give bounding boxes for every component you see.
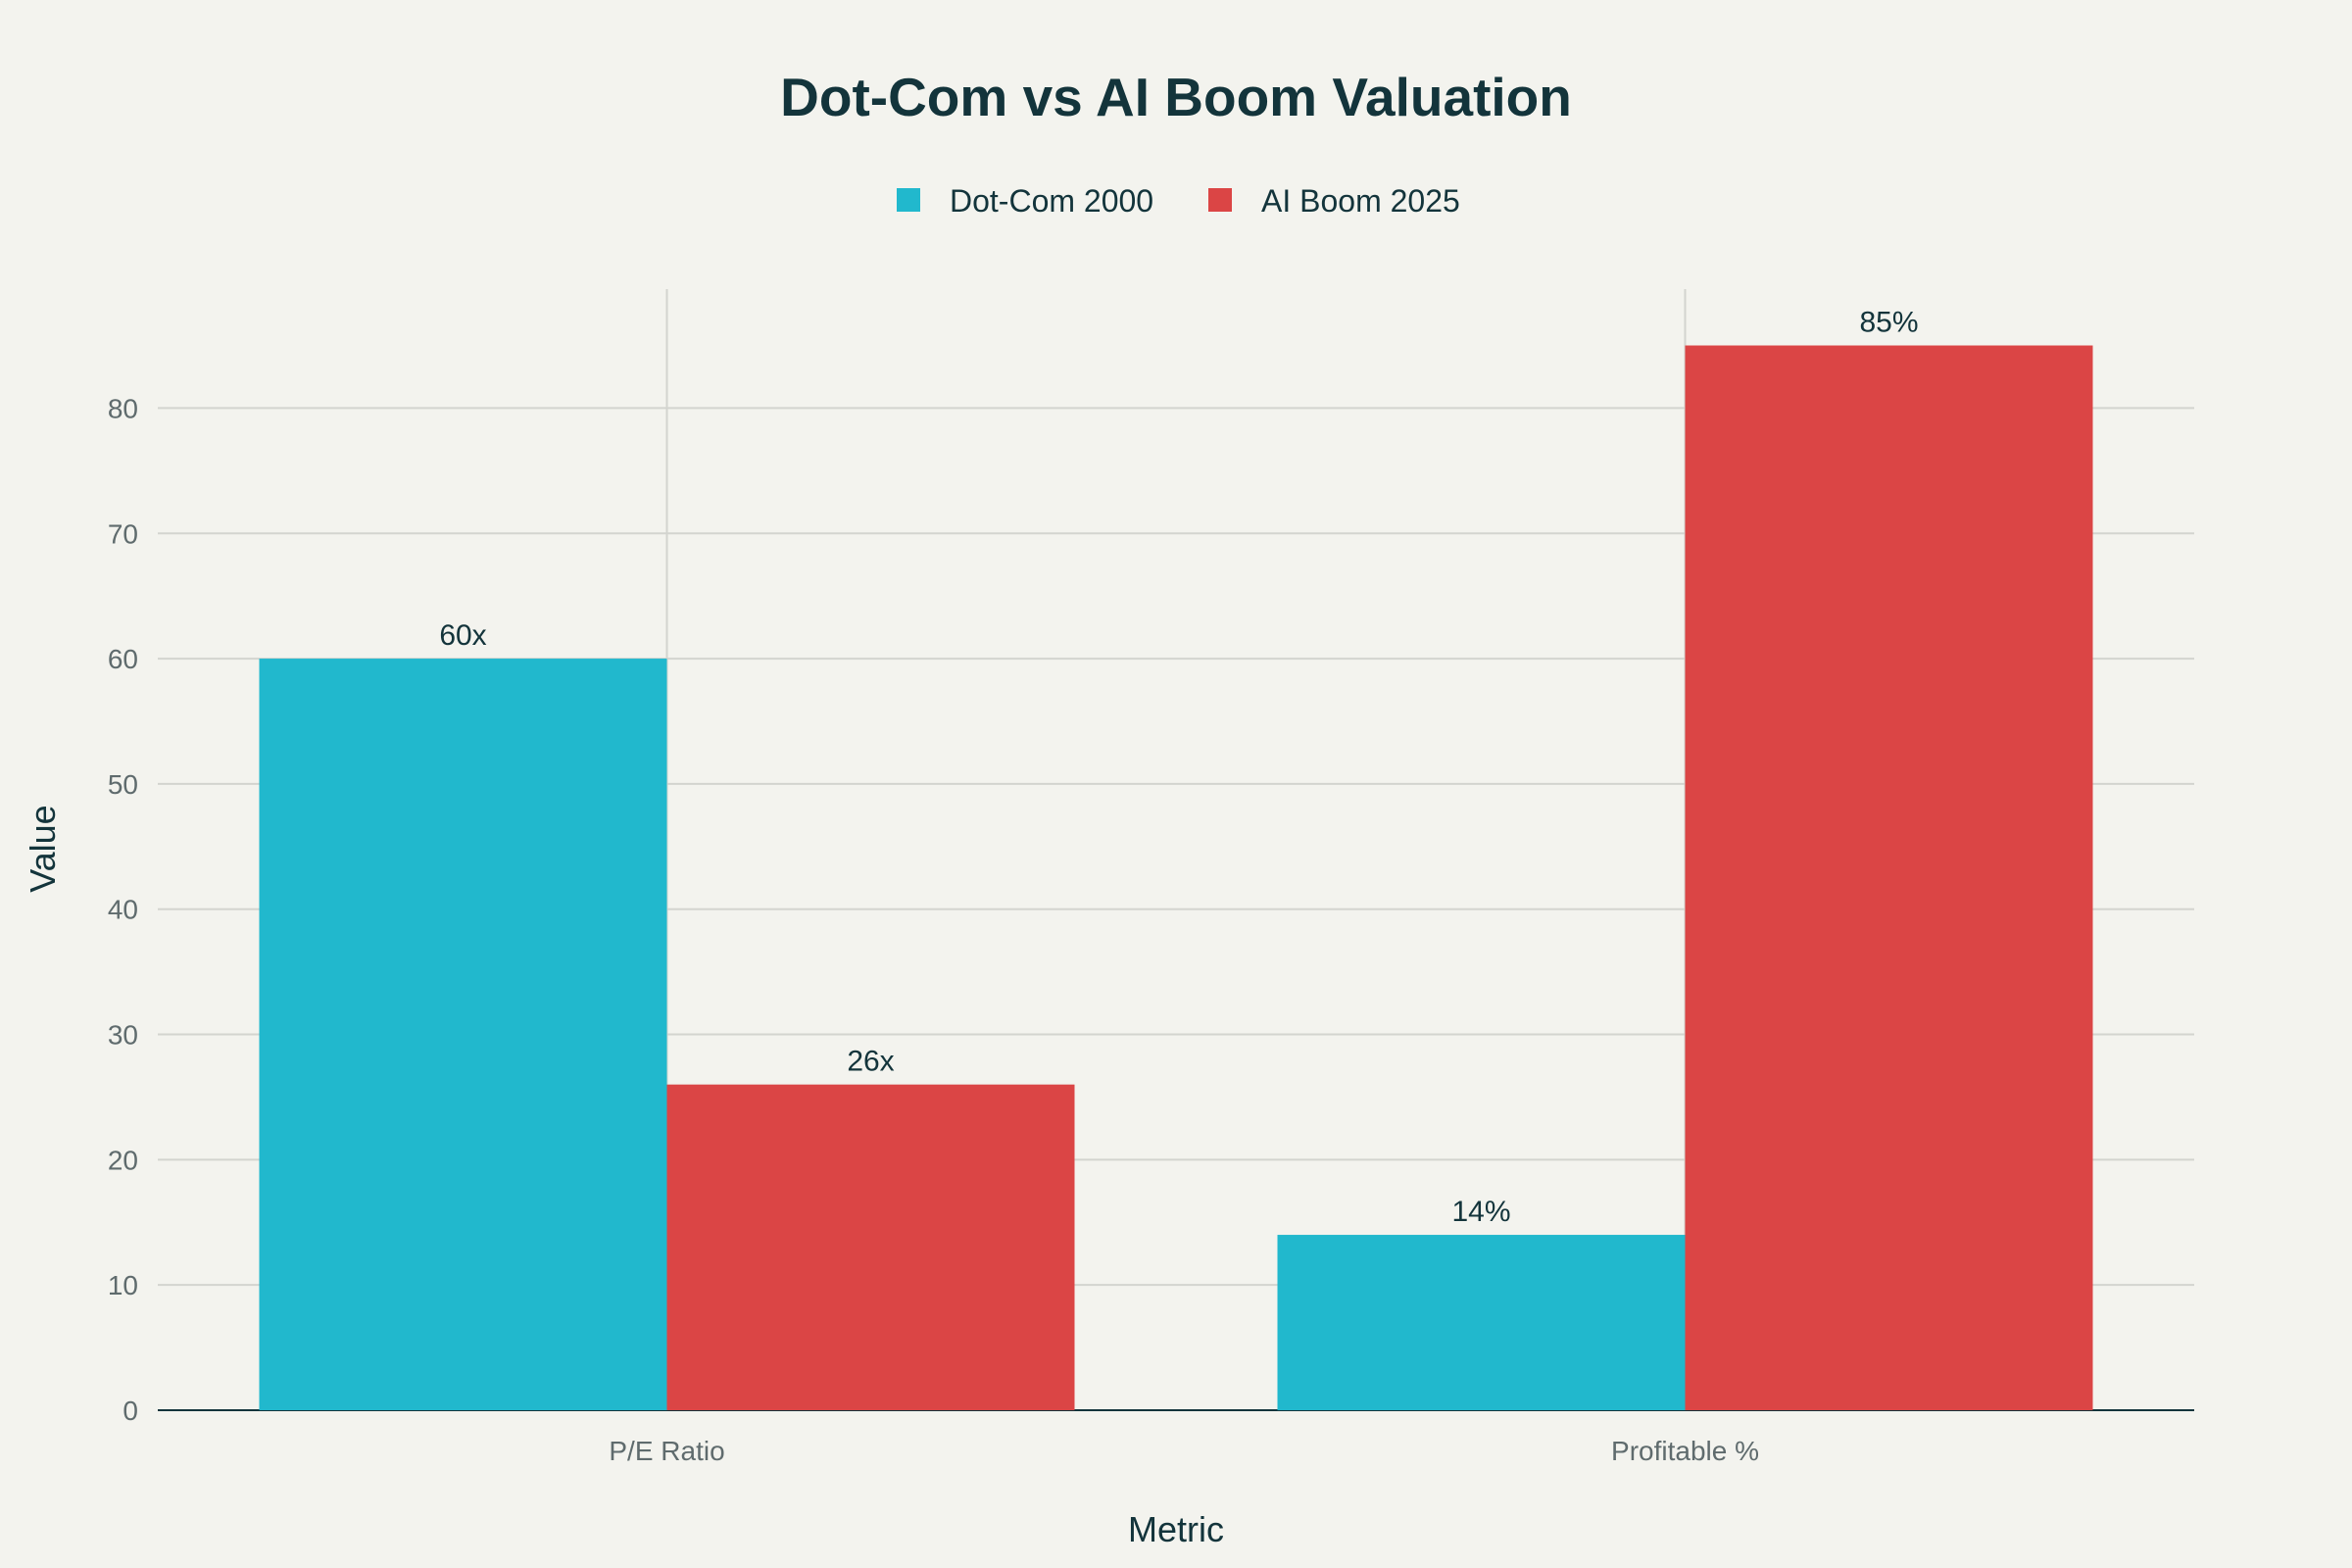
y-tick-label: 30 — [108, 1020, 138, 1051]
y-tick-label: 60 — [108, 644, 138, 674]
data-label: 26x — [847, 1046, 894, 1078]
bar — [259, 659, 667, 1410]
bar — [1277, 1235, 1686, 1410]
y-tick-label: 50 — [108, 769, 138, 800]
legend-label: AI Boom 2025 — [1261, 183, 1460, 219]
x-axis-title: Metric — [1128, 1509, 1224, 1549]
data-label: 85% — [1859, 307, 1918, 339]
x-tick-label: Profitable % — [1611, 1436, 1759, 1466]
legend: Dot-Com 2000 AI Boom 2025 — [897, 183, 1460, 219]
chart-title: Dot-Com vs AI Boom Valuation — [780, 67, 1572, 127]
x-axis-ticks: P/E Ratio Profitable % — [609, 1436, 1759, 1466]
y-tick-label: 20 — [108, 1145, 138, 1175]
bar — [1685, 345, 2093, 1411]
bar — [666, 1084, 1075, 1410]
data-label: 14% — [1451, 1196, 1510, 1228]
legend-swatch — [897, 188, 920, 212]
y-tick-label: 0 — [122, 1396, 138, 1426]
data-label: 60x — [439, 619, 486, 652]
y-tick-label: 80 — [108, 393, 138, 423]
x-tick-label: P/E Ratio — [609, 1436, 724, 1466]
y-tick-label: 10 — [108, 1270, 138, 1300]
legend-label: Dot-Com 2000 — [950, 183, 1153, 219]
y-axis-title: Value — [23, 805, 63, 892]
y-tick-label: 40 — [108, 895, 138, 925]
y-tick-label: 70 — [108, 518, 138, 549]
y-axis-ticks: 0 10 20 30 40 50 60 70 80 — [108, 393, 138, 1426]
legend-swatch — [1208, 188, 1232, 212]
bars: 60x 26x 14% 85% — [259, 307, 2093, 1411]
